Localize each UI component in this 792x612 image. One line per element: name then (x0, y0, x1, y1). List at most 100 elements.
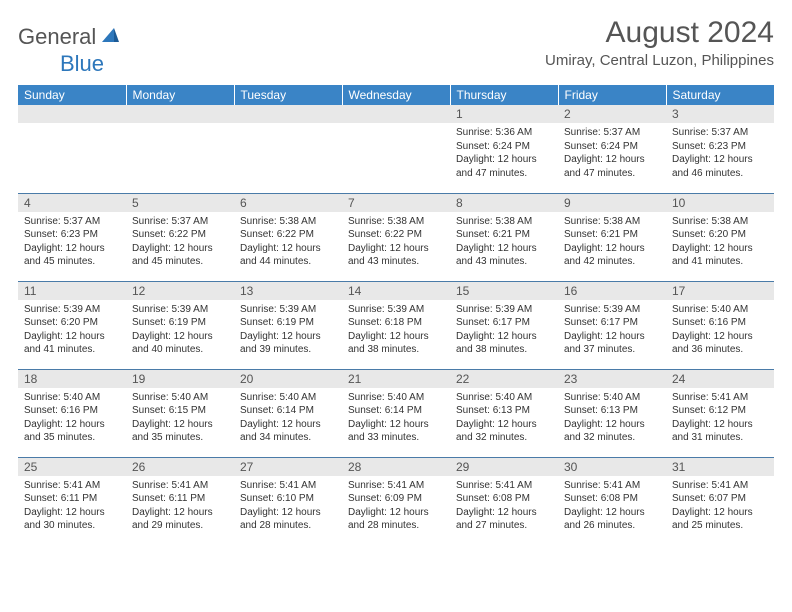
calendar-week-row: 18Sunrise: 5:40 AMSunset: 6:16 PMDayligh… (18, 369, 774, 457)
day-number: 5 (126, 194, 234, 212)
day-data: Sunrise: 5:39 AMSunset: 6:19 PMDaylight:… (234, 300, 342, 361)
calendar-day-cell: 17Sunrise: 5:40 AMSunset: 6:16 PMDayligh… (666, 281, 774, 369)
day-number: 12 (126, 282, 234, 300)
day-number: 13 (234, 282, 342, 300)
calendar-week-row: 1Sunrise: 5:36 AMSunset: 6:24 PMDaylight… (18, 105, 774, 193)
day-number: 26 (126, 458, 234, 476)
day-data: Sunrise: 5:39 AMSunset: 6:17 PMDaylight:… (558, 300, 666, 361)
day-number: 22 (450, 370, 558, 388)
calendar-body: 1Sunrise: 5:36 AMSunset: 6:24 PMDaylight… (18, 105, 774, 545)
calendar-day-cell: 20Sunrise: 5:40 AMSunset: 6:14 PMDayligh… (234, 369, 342, 457)
day-data: Sunrise: 5:40 AMSunset: 6:13 PMDaylight:… (558, 388, 666, 449)
calendar-day-cell: 14Sunrise: 5:39 AMSunset: 6:18 PMDayligh… (342, 281, 450, 369)
day-number: 4 (18, 194, 126, 212)
calendar-day-cell (234, 105, 342, 193)
day-data: Sunrise: 5:39 AMSunset: 6:19 PMDaylight:… (126, 300, 234, 361)
day-number: 9 (558, 194, 666, 212)
day-data: Sunrise: 5:40 AMSunset: 6:14 PMDaylight:… (234, 388, 342, 449)
day-data: Sunrise: 5:37 AMSunset: 6:22 PMDaylight:… (126, 212, 234, 273)
calendar-header-row: Sunday Monday Tuesday Wednesday Thursday… (18, 85, 774, 105)
calendar-page: General August 2024 Umiray, Central Luzo… (0, 0, 792, 557)
day-data: Sunrise: 5:41 AMSunset: 6:09 PMDaylight:… (342, 476, 450, 537)
day-number: 23 (558, 370, 666, 388)
calendar-day-cell: 28Sunrise: 5:41 AMSunset: 6:09 PMDayligh… (342, 457, 450, 545)
day-data: Sunrise: 5:41 AMSunset: 6:11 PMDaylight:… (126, 476, 234, 537)
calendar-day-cell: 6Sunrise: 5:38 AMSunset: 6:22 PMDaylight… (234, 193, 342, 281)
day-number: 17 (666, 282, 774, 300)
day-number: 2 (558, 105, 666, 123)
weekday-heading: Tuesday (234, 85, 342, 105)
calendar-day-cell: 5Sunrise: 5:37 AMSunset: 6:22 PMDaylight… (126, 193, 234, 281)
day-data: Sunrise: 5:41 AMSunset: 6:08 PMDaylight:… (450, 476, 558, 537)
calendar-day-cell: 22Sunrise: 5:40 AMSunset: 6:13 PMDayligh… (450, 369, 558, 457)
day-data: Sunrise: 5:39 AMSunset: 6:20 PMDaylight:… (18, 300, 126, 361)
calendar-day-cell: 19Sunrise: 5:40 AMSunset: 6:15 PMDayligh… (126, 369, 234, 457)
day-data: Sunrise: 5:40 AMSunset: 6:14 PMDaylight:… (342, 388, 450, 449)
day-data: Sunrise: 5:40 AMSunset: 6:16 PMDaylight:… (666, 300, 774, 361)
calendar-day-cell: 13Sunrise: 5:39 AMSunset: 6:19 PMDayligh… (234, 281, 342, 369)
calendar-day-cell: 31Sunrise: 5:41 AMSunset: 6:07 PMDayligh… (666, 457, 774, 545)
day-data: Sunrise: 5:38 AMSunset: 6:22 PMDaylight:… (342, 212, 450, 273)
day-number: 20 (234, 370, 342, 388)
day-data: Sunrise: 5:40 AMSunset: 6:15 PMDaylight:… (126, 388, 234, 449)
month-title: August 2024 (545, 16, 774, 50)
calendar-week-row: 11Sunrise: 5:39 AMSunset: 6:20 PMDayligh… (18, 281, 774, 369)
day-data: Sunrise: 5:39 AMSunset: 6:17 PMDaylight:… (450, 300, 558, 361)
day-data: Sunrise: 5:40 AMSunset: 6:16 PMDaylight:… (18, 388, 126, 449)
calendar-day-cell: 27Sunrise: 5:41 AMSunset: 6:10 PMDayligh… (234, 457, 342, 545)
calendar-day-cell: 26Sunrise: 5:41 AMSunset: 6:11 PMDayligh… (126, 457, 234, 545)
calendar-day-cell: 24Sunrise: 5:41 AMSunset: 6:12 PMDayligh… (666, 369, 774, 457)
day-data: Sunrise: 5:38 AMSunset: 6:20 PMDaylight:… (666, 212, 774, 273)
calendar-day-cell: 1Sunrise: 5:36 AMSunset: 6:24 PMDaylight… (450, 105, 558, 193)
day-number: 10 (666, 194, 774, 212)
weekday-heading: Thursday (450, 85, 558, 105)
weekday-heading: Sunday (18, 85, 126, 105)
calendar-day-cell: 16Sunrise: 5:39 AMSunset: 6:17 PMDayligh… (558, 281, 666, 369)
day-number (342, 105, 450, 123)
calendar-day-cell (18, 105, 126, 193)
day-number: 28 (342, 458, 450, 476)
day-number: 27 (234, 458, 342, 476)
calendar-day-cell: 7Sunrise: 5:38 AMSunset: 6:22 PMDaylight… (342, 193, 450, 281)
calendar-day-cell: 4Sunrise: 5:37 AMSunset: 6:23 PMDaylight… (18, 193, 126, 281)
location-text: Umiray, Central Luzon, Philippines (545, 52, 774, 69)
calendar-day-cell: 2Sunrise: 5:37 AMSunset: 6:24 PMDaylight… (558, 105, 666, 193)
day-data: Sunrise: 5:39 AMSunset: 6:18 PMDaylight:… (342, 300, 450, 361)
day-number: 7 (342, 194, 450, 212)
day-number: 1 (450, 105, 558, 123)
day-number: 6 (234, 194, 342, 212)
day-number: 3 (666, 105, 774, 123)
day-data: Sunrise: 5:40 AMSunset: 6:13 PMDaylight:… (450, 388, 558, 449)
day-data: Sunrise: 5:41 AMSunset: 6:10 PMDaylight:… (234, 476, 342, 537)
day-number: 24 (666, 370, 774, 388)
day-data: Sunrise: 5:37 AMSunset: 6:23 PMDaylight:… (18, 212, 126, 273)
day-number (18, 105, 126, 123)
day-number: 8 (450, 194, 558, 212)
day-data: Sunrise: 5:41 AMSunset: 6:12 PMDaylight:… (666, 388, 774, 449)
day-number: 16 (558, 282, 666, 300)
day-data: Sunrise: 5:41 AMSunset: 6:08 PMDaylight:… (558, 476, 666, 537)
calendar-day-cell: 12Sunrise: 5:39 AMSunset: 6:19 PMDayligh… (126, 281, 234, 369)
weekday-heading: Wednesday (342, 85, 450, 105)
day-number (234, 105, 342, 123)
calendar-day-cell (126, 105, 234, 193)
day-data: Sunrise: 5:38 AMSunset: 6:22 PMDaylight:… (234, 212, 342, 273)
day-data: Sunrise: 5:38 AMSunset: 6:21 PMDaylight:… (558, 212, 666, 273)
calendar-week-row: 4Sunrise: 5:37 AMSunset: 6:23 PMDaylight… (18, 193, 774, 281)
calendar-day-cell (342, 105, 450, 193)
calendar-table: Sunday Monday Tuesday Wednesday Thursday… (18, 85, 774, 545)
day-number (126, 105, 234, 123)
day-data: Sunrise: 5:38 AMSunset: 6:21 PMDaylight:… (450, 212, 558, 273)
calendar-day-cell: 3Sunrise: 5:37 AMSunset: 6:23 PMDaylight… (666, 105, 774, 193)
calendar-day-cell: 21Sunrise: 5:40 AMSunset: 6:14 PMDayligh… (342, 369, 450, 457)
title-block: August 2024 Umiray, Central Luzon, Phili… (545, 16, 774, 69)
calendar-week-row: 25Sunrise: 5:41 AMSunset: 6:11 PMDayligh… (18, 457, 774, 545)
day-data: Sunrise: 5:37 AMSunset: 6:24 PMDaylight:… (558, 123, 666, 184)
day-number: 11 (18, 282, 126, 300)
calendar-day-cell: 30Sunrise: 5:41 AMSunset: 6:08 PMDayligh… (558, 457, 666, 545)
calendar-day-cell: 18Sunrise: 5:40 AMSunset: 6:16 PMDayligh… (18, 369, 126, 457)
day-number: 25 (18, 458, 126, 476)
calendar-day-cell: 15Sunrise: 5:39 AMSunset: 6:17 PMDayligh… (450, 281, 558, 369)
calendar-day-cell: 23Sunrise: 5:40 AMSunset: 6:13 PMDayligh… (558, 369, 666, 457)
logo: General (18, 16, 122, 51)
